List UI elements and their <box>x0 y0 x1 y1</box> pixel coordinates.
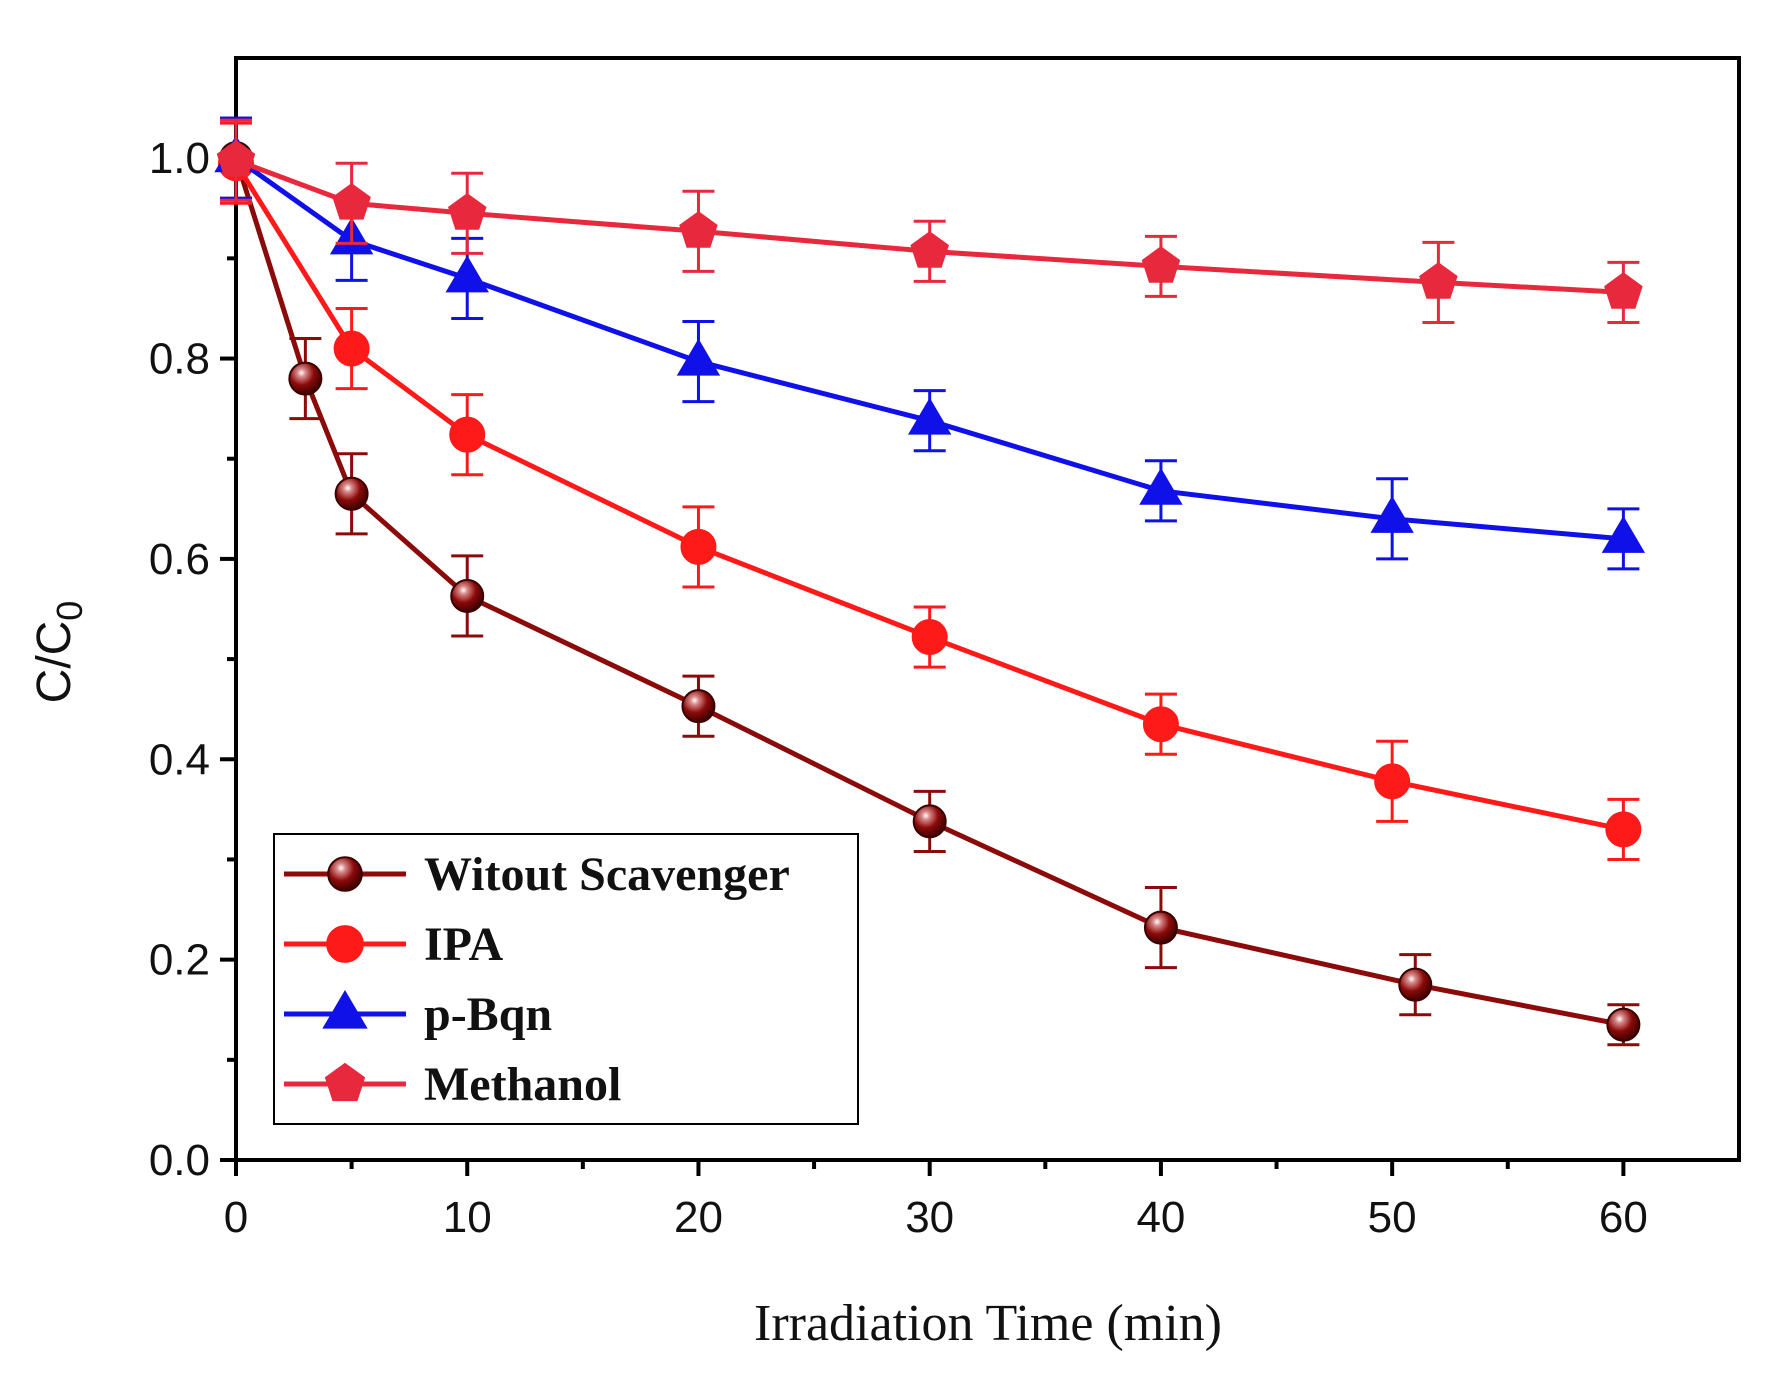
series-line <box>234 156 1624 542</box>
legend-marker <box>326 925 364 963</box>
y-axis-title-subscript: 0 <box>49 601 90 621</box>
data-point <box>1398 967 1433 1002</box>
data-point <box>676 338 721 376</box>
data-point <box>445 255 489 293</box>
series-3 <box>216 118 1643 324</box>
data-point <box>448 193 487 230</box>
y-tick-label: 0.0 <box>149 1136 210 1185</box>
legend-item: Methanol <box>284 1058 621 1111</box>
data-point <box>911 619 948 656</box>
legend-label: Witout Scavenger <box>424 848 790 901</box>
series-0 <box>219 116 1641 1047</box>
plot-frame <box>234 56 1741 1162</box>
data-point <box>333 330 370 367</box>
legend-label: p-Bqn <box>424 988 552 1041</box>
series-1 <box>218 121 1642 861</box>
series-2 <box>214 116 1646 571</box>
legend-label: Methanol <box>424 1058 621 1111</box>
data-point <box>1605 811 1642 848</box>
legend-marker <box>322 989 368 1029</box>
axes-frame <box>234 56 1741 1162</box>
legend-box <box>273 833 859 1125</box>
data-point <box>1141 246 1181 283</box>
series-line <box>233 161 1624 832</box>
series-layer <box>214 116 1646 1047</box>
data-point <box>449 416 486 453</box>
legend-item: p-Bqn <box>284 988 552 1041</box>
series-line <box>235 157 1624 295</box>
data-point <box>910 231 949 268</box>
data-point <box>1606 1007 1641 1042</box>
data-point <box>1143 910 1178 945</box>
data-point <box>679 211 718 248</box>
data-point <box>912 804 947 839</box>
x-tick-label: 60 <box>1599 1193 1648 1242</box>
axis-ticks: 0 10 20 30 40 50 60 0.0 0.2 0.4 0.6 0.8 1.0 <box>149 134 1648 1242</box>
y-tick-label: 1.0 <box>149 134 210 183</box>
x-axis-title: Irradiation Time (min) <box>754 1295 1222 1352</box>
data-point <box>1370 495 1414 533</box>
data-point <box>1604 272 1643 309</box>
data-point <box>1601 515 1646 553</box>
legend: Witout Scavenger IPA p-Bqn Methanol <box>273 833 859 1125</box>
y-axis-title: C/C0 <box>28 601 90 704</box>
data-point <box>1419 262 1458 299</box>
data-point <box>334 476 369 511</box>
data-point <box>1139 467 1183 505</box>
legend-marker <box>324 1062 366 1102</box>
data-point <box>216 139 256 177</box>
x-tick-label: 40 <box>1136 1193 1185 1242</box>
legend-label: IPA <box>424 918 503 971</box>
legend-marker <box>327 856 363 892</box>
data-point <box>1374 763 1411 800</box>
data-point <box>332 183 371 220</box>
y-tick-label: 0.6 <box>149 535 210 584</box>
y-axis-title-main: C/C <box>28 621 81 704</box>
data-point <box>680 528 717 565</box>
data-point <box>450 578 485 613</box>
x-tick-label: 10 <box>443 1193 492 1242</box>
legend-item: Witout Scavenger <box>284 848 790 901</box>
data-point <box>1142 706 1179 743</box>
data-point <box>681 689 716 724</box>
data-point <box>907 397 952 435</box>
y-tick-label: 0.4 <box>149 735 210 784</box>
data-point <box>288 361 323 396</box>
x-tick-label: 0 <box>224 1193 248 1242</box>
x-tick-label: 50 <box>1368 1193 1417 1242</box>
x-tick-label: 20 <box>674 1193 723 1242</box>
y-tick-label: 0.2 <box>149 936 210 985</box>
y-tick-label: 0.8 <box>149 335 210 384</box>
legend-item: IPA <box>284 918 503 971</box>
x-tick-label: 30 <box>905 1193 954 1242</box>
